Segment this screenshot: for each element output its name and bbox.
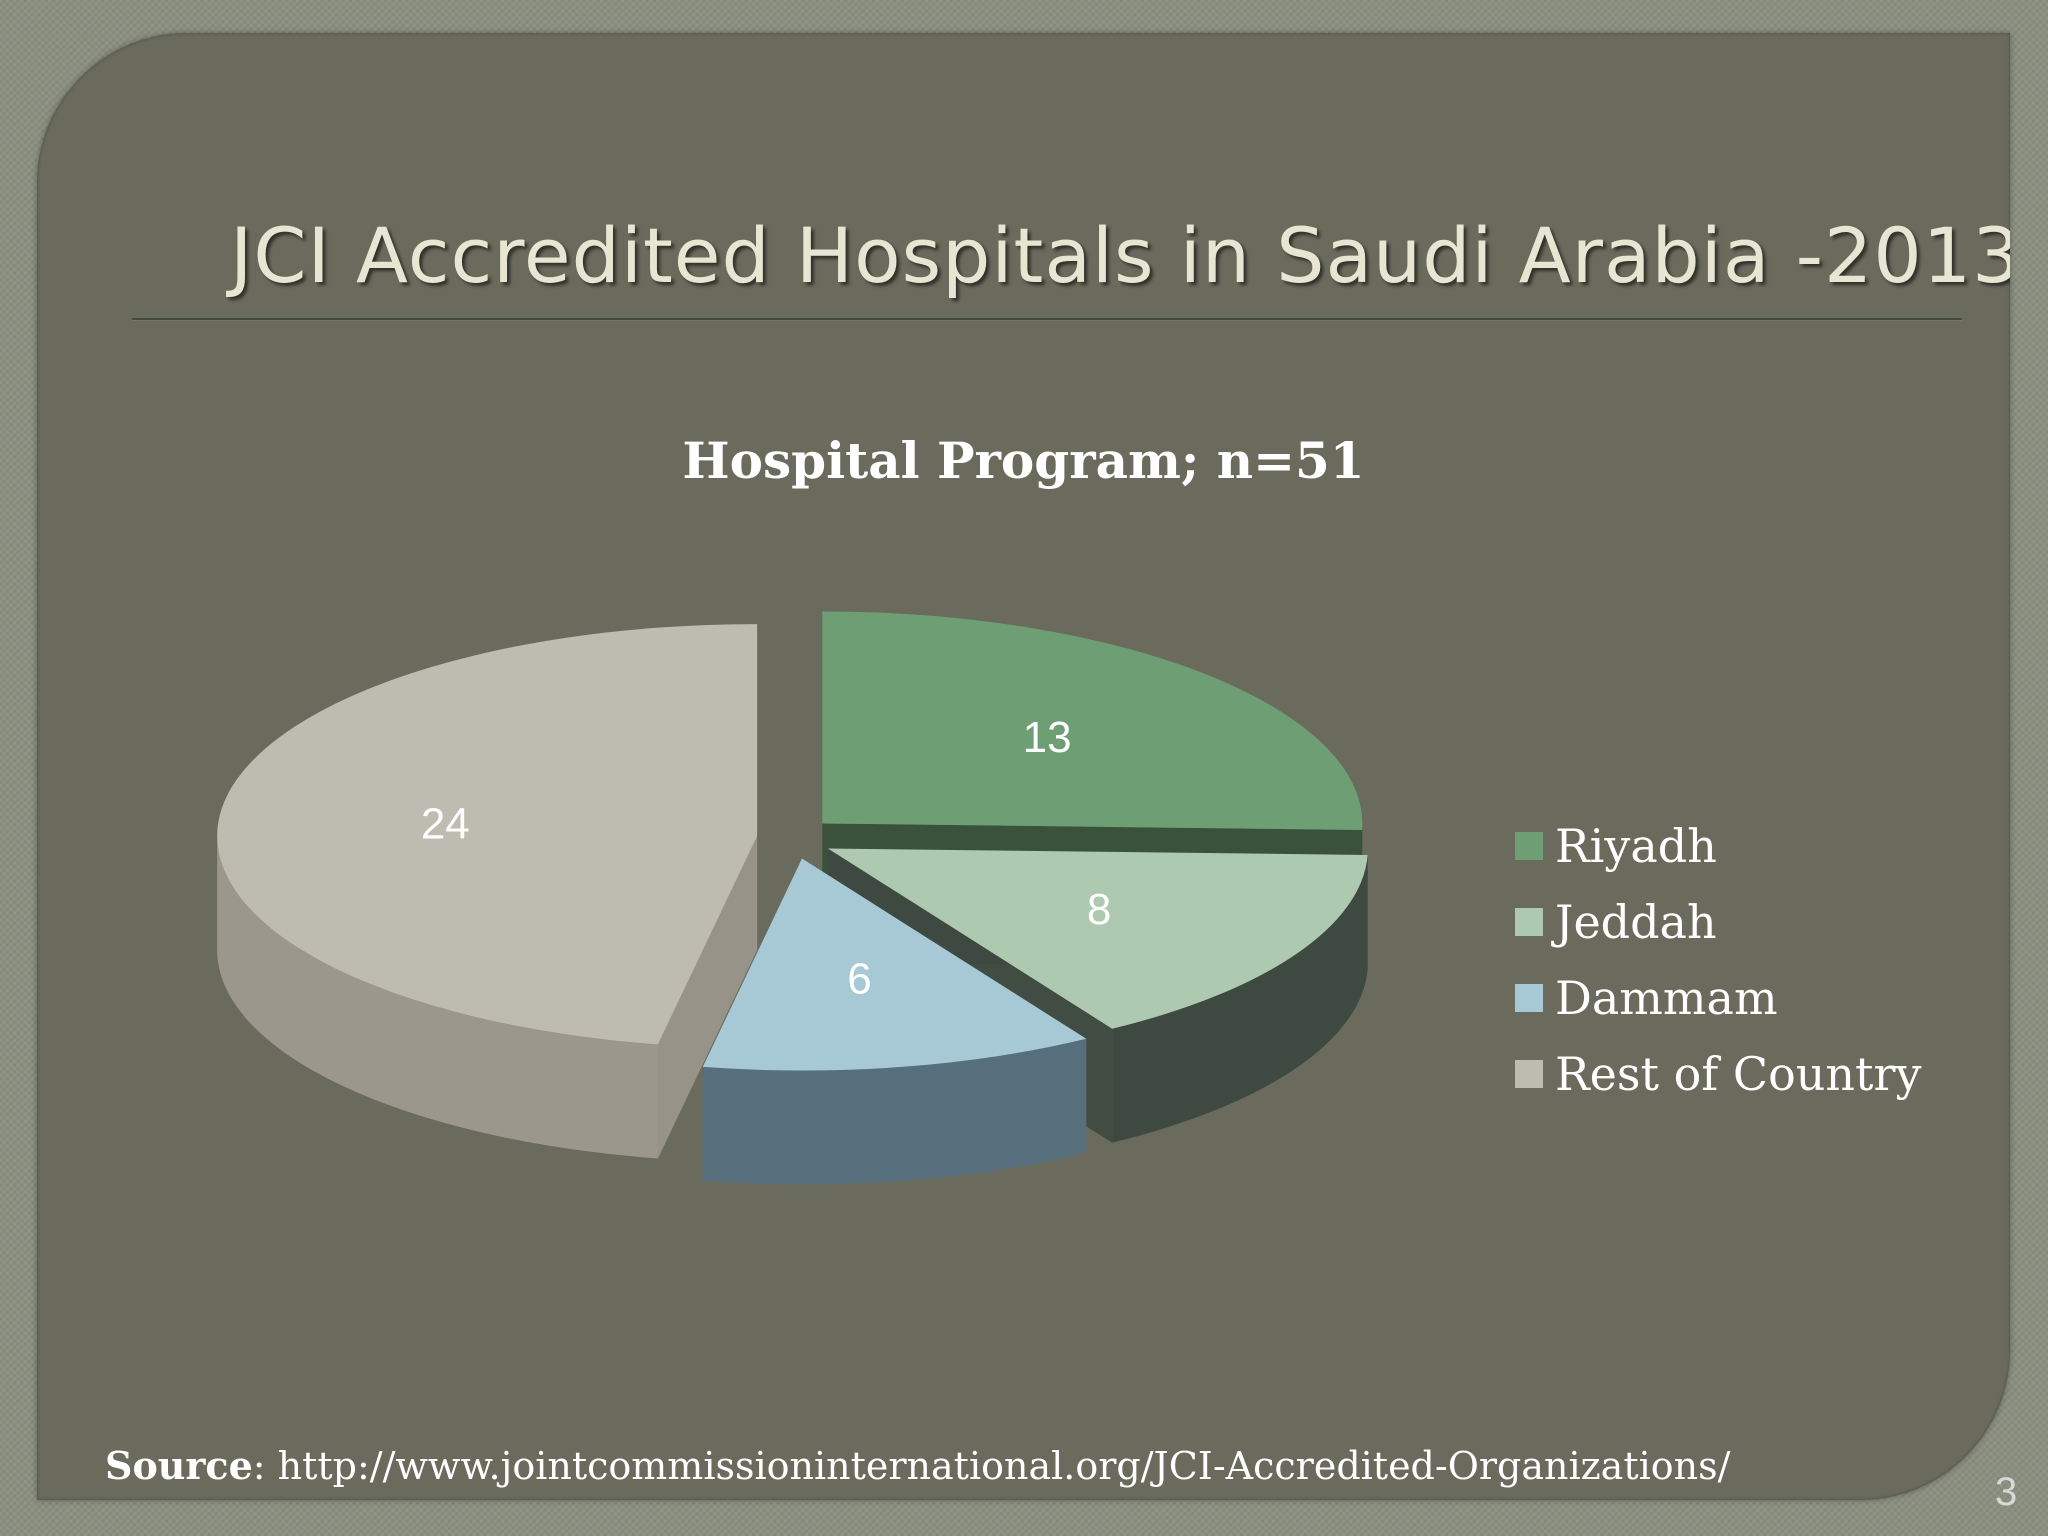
legend-item-dammam: Dammam <box>1515 960 1922 1036</box>
data-label-rest-of-country: 24 <box>421 800 470 849</box>
legend-swatch-jeddah <box>1515 908 1543 936</box>
legend-swatch-dammam <box>1515 984 1543 1012</box>
source-url: : http://www.jointcommissioninternationa… <box>252 1444 1731 1488</box>
pie-side-jeddah <box>1112 854 1368 1143</box>
pie-slice-riyadh <box>822 611 1363 830</box>
legend-label-riyadh: Riyadh <box>1555 819 1717 873</box>
legend-item-riyadh: Riyadh <box>1515 808 1922 884</box>
legend-swatch-riyadh <box>1515 832 1543 860</box>
pie-slice-rest-of-country <box>217 624 758 1045</box>
pie-slice-jeddah <box>827 848 1368 1029</box>
data-label-riyadh: 13 <box>1023 713 1072 762</box>
pie-wall-rest-of-country-0 <box>657 836 758 1159</box>
slide-title: JCI Accredited Hospitals in Saudi Arabia… <box>230 211 2010 300</box>
source-label: Source <box>105 1443 253 1488</box>
legend-label-dammam: Dammam <box>1555 971 1778 1025</box>
data-label-dammam: 6 <box>847 954 871 1003</box>
legend-item-rest-of-country: Rest of Country <box>1515 1036 1922 1112</box>
source-citation: Source: http://www.jointcommissionintern… <box>105 1443 1730 1488</box>
pie-tops <box>217 611 1368 1071</box>
chart-title: Hospital Program; n=51 <box>682 431 1365 490</box>
legend-label-jeddah: Jeddah <box>1555 895 1717 949</box>
legend-item-jeddah: Jeddah <box>1515 884 1922 960</box>
chart-legend: Riyadh Jeddah Dammam Rest of Country <box>1515 808 1922 1112</box>
legend-swatch-rest-of-country <box>1515 1060 1543 1088</box>
pie-side-rest-of-country <box>217 836 658 1159</box>
pie-slice-dammam <box>702 858 1087 1071</box>
data-label-jeddah: 8 <box>1087 885 1111 934</box>
pie-chart: 13 8 6 24 <box>217 611 1368 1185</box>
pie-labels: 13 8 6 24 <box>421 713 1112 1004</box>
page-number: 3 <box>1995 1470 2018 1514</box>
title-underline <box>132 318 1962 320</box>
legend-label-rest-of-country: Rest of Country <box>1555 1047 1922 1101</box>
slide: JCI Accredited Hospitals in Saudi Arabia… <box>37 33 2010 1500</box>
